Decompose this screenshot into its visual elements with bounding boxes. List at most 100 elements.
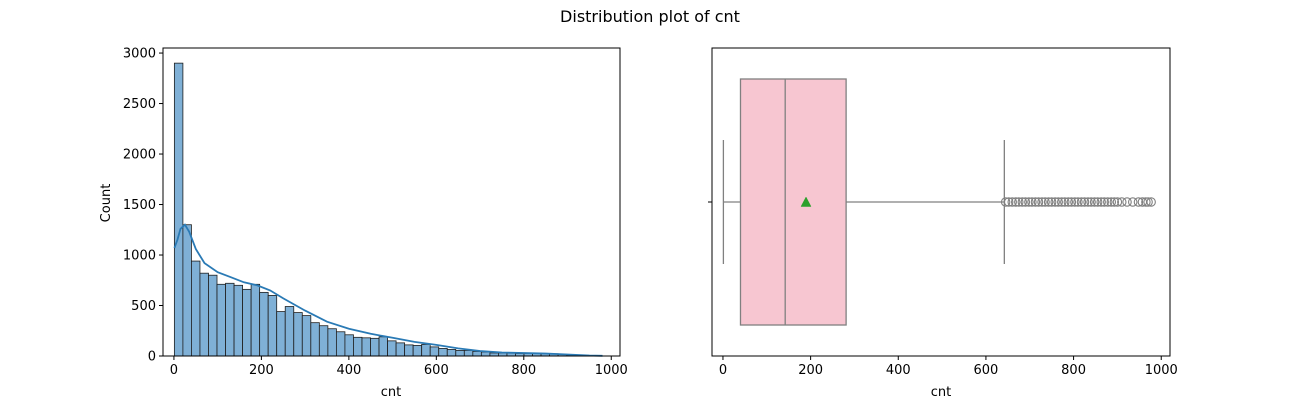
histogram-bar [199, 272, 209, 357]
outlier-point [1066, 197, 1077, 207]
outlier-point [1003, 197, 1014, 207]
histogram-ylabel: Count [99, 184, 114, 223]
boxplot-panel: 0 200 400 600 800 1000 [708, 47, 1178, 378]
y-tick-label: 2500 [123, 97, 156, 112]
outlier-point [1076, 197, 1087, 207]
histogram-bar [344, 334, 354, 357]
outlier-point [1000, 197, 1011, 207]
histogram-bar [387, 340, 397, 357]
outlier-point [1043, 197, 1054, 207]
y-tick-label: 1000 [123, 249, 156, 264]
histogram-bar [438, 348, 448, 357]
outlier-point [1146, 197, 1156, 207]
outlier-point [1073, 197, 1083, 207]
outlier-point [1143, 197, 1153, 207]
outlier-point [1070, 197, 1080, 207]
histogram-bar [412, 344, 423, 357]
x-tick-label: 200 [798, 363, 823, 378]
outlier-point [1033, 197, 1044, 207]
outlier-point [1037, 197, 1047, 207]
outlier-point [1030, 197, 1041, 207]
x-tick-label: 1000 [1145, 363, 1178, 378]
histogram-bar [267, 295, 278, 357]
outlier-point [1056, 197, 1067, 207]
histogram-bar [421, 343, 431, 357]
outlier-point [1063, 197, 1074, 207]
histogram-bar [276, 311, 286, 357]
outlier-point [1092, 197, 1103, 207]
outlier-point [1017, 197, 1028, 207]
histogram-bar [233, 284, 243, 357]
histogram-axes-frame [162, 47, 621, 357]
histogram-bar [284, 306, 295, 357]
outlier-point [1020, 197, 1031, 207]
x-tick-label: 800 [1061, 363, 1086, 378]
outlier-point [1096, 197, 1106, 207]
iqr-box [739, 78, 847, 326]
figure-title: Distribution plot of cnt [560, 7, 740, 26]
histogram-bar [250, 283, 261, 357]
outlier-point [1127, 197, 1138, 207]
histogram-bar [446, 349, 457, 357]
histogram-bar [335, 331, 346, 357]
histogram-bar [480, 351, 491, 357]
histogram-bar [301, 315, 312, 357]
outlier-point [1117, 197, 1127, 207]
outlier-point [1109, 197, 1120, 207]
outlier-point [1083, 197, 1093, 207]
histogram-bar [361, 337, 371, 357]
histogram-bar [182, 224, 192, 357]
histogram-bar [208, 274, 218, 357]
histogram-bar [378, 336, 388, 357]
outlier-point [1040, 197, 1050, 207]
outlier-point [1133, 197, 1144, 207]
histogram-bar [370, 337, 380, 357]
outlier-point [1103, 197, 1113, 207]
outlier-point [1050, 197, 1060, 207]
histogram-bar [463, 350, 474, 357]
y-tick-label: 2000 [123, 148, 156, 163]
x-tick-label: 800 [511, 363, 536, 378]
y-tick-label: 3000 [123, 47, 156, 62]
outlier-point [1053, 197, 1063, 207]
histogram-bar [353, 336, 363, 357]
histogram-bar [404, 344, 414, 357]
histogram-bar [318, 325, 329, 357]
histogram-bar [429, 346, 440, 357]
x-tick-label: 1000 [595, 363, 628, 378]
histogram-xlabel: cnt [381, 385, 401, 400]
outlier-point [1014, 197, 1024, 207]
histogram-bar [242, 288, 252, 357]
histogram-bar [310, 322, 320, 357]
outlier-point [1060, 197, 1070, 207]
outlier-point [1106, 197, 1117, 207]
x-tick-label: 400 [336, 363, 361, 378]
histogram-bar [173, 62, 184, 357]
outlier-point [1024, 197, 1034, 207]
x-tick-label: 600 [424, 363, 449, 378]
outlier-point [1010, 197, 1021, 207]
kde-curve [173, 223, 603, 357]
outlier-point [1046, 197, 1057, 207]
histogram-bar [327, 328, 337, 357]
outlier-point [1086, 197, 1096, 207]
histogram-bar [225, 282, 235, 357]
histogram-bar [216, 283, 226, 357]
histogram-bar [472, 351, 482, 357]
outlier-point [1079, 197, 1090, 207]
boxplot-xlabel: cnt [931, 385, 951, 400]
y-tick-label: 1500 [123, 198, 156, 213]
histogram-bar [455, 350, 465, 357]
outlier-point [1099, 197, 1110, 207]
y-tick-label: 0 [148, 350, 156, 365]
mean-marker [800, 196, 812, 207]
x-tick-label: 0 [719, 363, 727, 378]
outlier-point [1027, 197, 1037, 207]
histogram-bar [395, 342, 406, 357]
histogram-bar [293, 312, 303, 357]
outlier-point [1122, 197, 1132, 207]
y-tick-label: 500 [131, 299, 156, 314]
x-tick-label: 400 [886, 363, 911, 378]
histogram-panel: 0 200 400 600 800 1000 0 500 1000 1500 2000 2500 300… [123, 47, 628, 378]
